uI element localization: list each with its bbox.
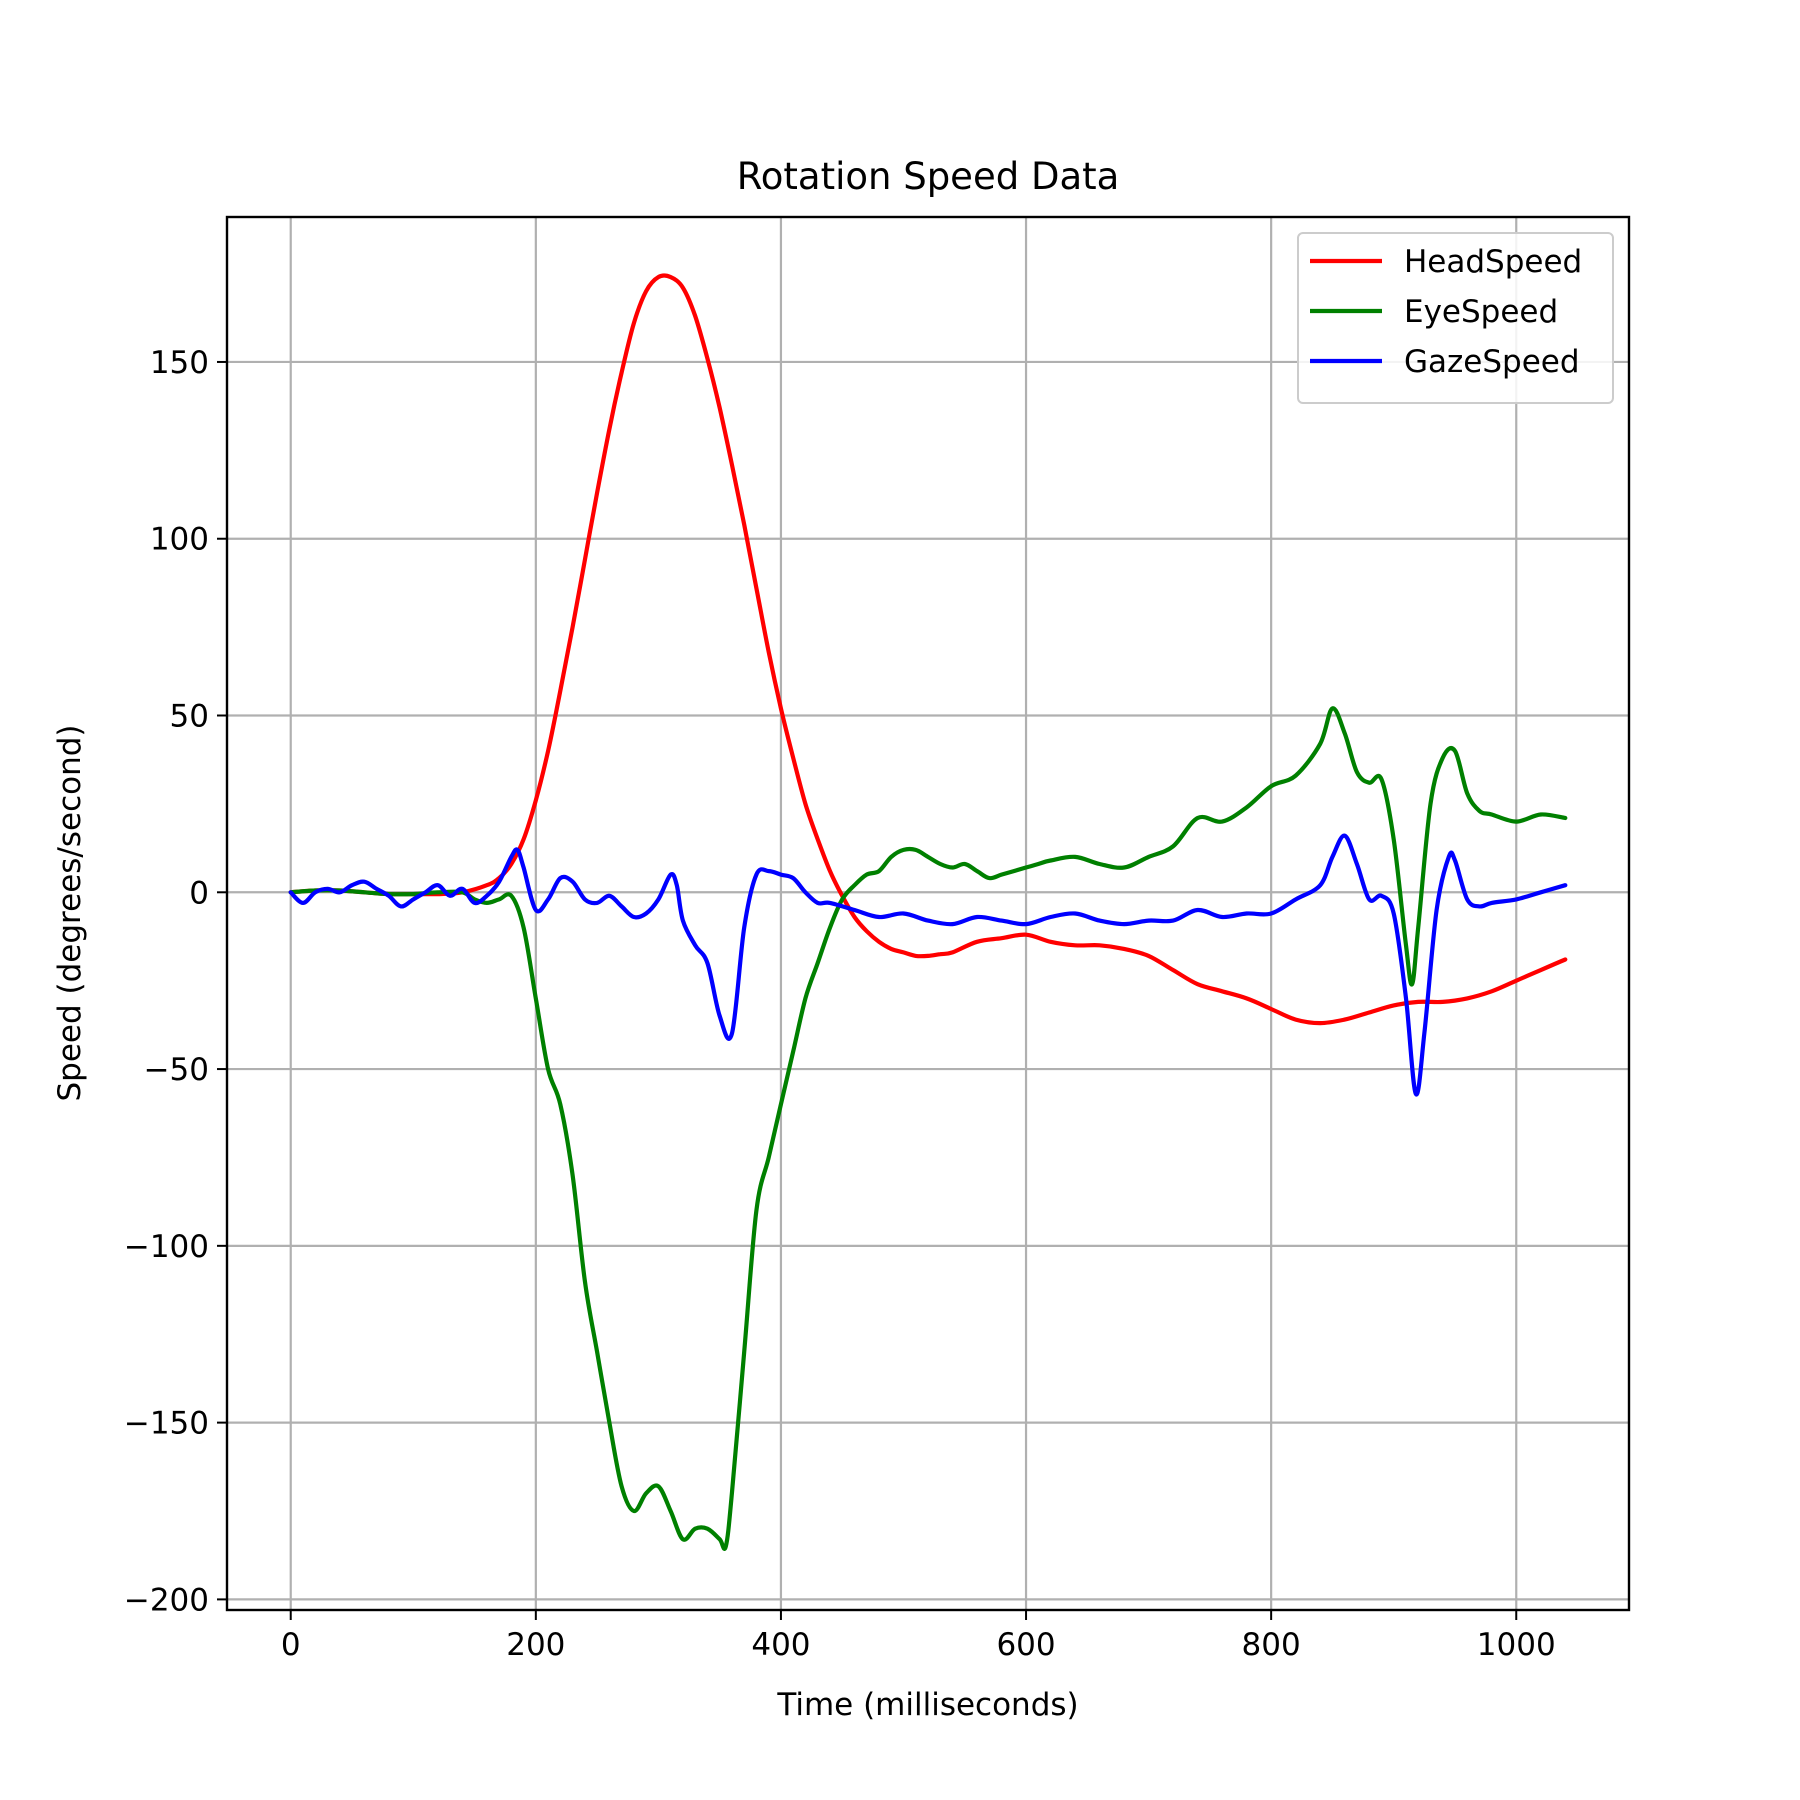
x-tick-label: 200 <box>506 1627 565 1663</box>
x-tick-label: 600 <box>996 1627 1055 1663</box>
x-tick-label: 800 <box>1242 1627 1301 1663</box>
chart-title: Rotation Speed Data <box>737 155 1120 198</box>
series-line-eyespeed <box>288 706 1568 1552</box>
y-tick-label: −200 <box>124 1582 209 1618</box>
y-tick-label: 50 <box>170 699 209 735</box>
series-line-gazespeed <box>288 833 1568 1097</box>
plot-area-frame <box>225 215 1631 1612</box>
y-tick-label: 100 <box>150 522 209 558</box>
y-axis-ticks: −200 −150 −100 −50 0 50 100 150 <box>124 345 227 1618</box>
y-tick-label: 0 <box>189 875 209 911</box>
x-axis-ticks: 0 200 400 600 800 1000 <box>281 1610 1556 1663</box>
y-tick-label: 150 <box>150 345 209 381</box>
x-axis-label: Time (milliseconds) <box>776 1687 1078 1723</box>
y-tick-label: −150 <box>124 1406 209 1442</box>
x-tick-label: 1000 <box>1477 1627 1556 1663</box>
series-lines <box>288 273 1568 1552</box>
legend-label-headspeed: HeadSpeed <box>1404 244 1582 280</box>
y-tick-label: −50 <box>144 1052 209 1088</box>
y-axis-label: Speed (degrees/second) <box>52 724 88 1101</box>
x-tick-label: 400 <box>751 1627 810 1663</box>
y-tick-label: −100 <box>124 1229 209 1265</box>
x-tick-label: 0 <box>281 1627 301 1663</box>
legend-label-gazespeed: GazeSpeed <box>1404 344 1580 380</box>
legend: HeadSpeed EyeSpeed GazeSpeed <box>1297 232 1614 404</box>
series-line-headspeed <box>288 273 1568 1026</box>
legend-label-eyespeed: EyeSpeed <box>1404 294 1558 330</box>
